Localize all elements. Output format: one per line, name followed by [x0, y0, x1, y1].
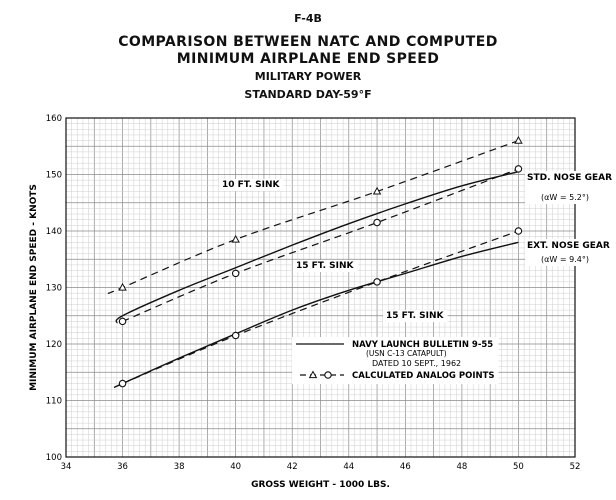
- annotation-10ft-sink: 10 FT. SINK: [219, 179, 284, 191]
- y-tick-label: 100: [46, 453, 62, 463]
- x-tick-label: 40: [230, 462, 241, 472]
- y-tick-label: 110: [46, 397, 62, 407]
- y-tick-label: 160: [46, 114, 62, 124]
- data-point-circle: [514, 227, 523, 235]
- data-series: [107, 135, 523, 389]
- legend-solid-label-2: (USN C-13 CATAPULT): [366, 349, 447, 358]
- x-tick-label: 44: [343, 462, 354, 472]
- annotation-std-nose-gear-angle: (αW = 5.2°): [541, 193, 589, 202]
- x-tick-label: 34: [61, 462, 72, 472]
- chart-title-line1: COMPARISON BETWEEN NATC AND COMPUTED: [118, 34, 498, 50]
- figure-number: F-4B: [294, 12, 322, 25]
- annotation-std-nose-gear-text: STD. NOSE GEAR: [527, 173, 612, 183]
- x-tick-label: 50: [513, 462, 524, 472]
- x-tick-label: 46: [400, 462, 411, 472]
- annotation-10ft-sink-text: 10 FT. SINK: [222, 180, 280, 190]
- chart-subtitle-day: STANDARD DAY-59°F: [244, 88, 372, 101]
- data-point-triangle: [372, 186, 382, 195]
- y-tick-label: 140: [46, 227, 62, 237]
- series-line-std_sink15: [122, 168, 519, 322]
- data-point-triangle: [514, 135, 523, 144]
- data-point-triangle: [231, 234, 240, 243]
- x-tick-label: 36: [117, 462, 128, 472]
- x-tick-label: 52: [570, 462, 581, 472]
- data-point-circle: [231, 269, 240, 278]
- legend-circle-marker: [324, 371, 332, 379]
- x-axis-label: GROSS WEIGHT - 1000 LBS.: [251, 480, 390, 490]
- legend-solid-label-1: NAVY LAUNCH BULLETIN 9-55: [352, 340, 493, 350]
- x-tick-label: 42: [287, 462, 298, 472]
- chart-subtitle-power: MILITARY POWER: [254, 70, 362, 83]
- x-tick-label: 38: [174, 462, 185, 472]
- legend-markers: [308, 370, 332, 379]
- chart-title-line2: MINIMUM AIRPLANE END SPEED: [176, 51, 440, 67]
- y-tick-label: 130: [46, 284, 62, 294]
- annotation-ext-nose-gear-text: EXT. NOSE GEAR: [527, 241, 610, 251]
- data-point-circle: [118, 317, 127, 326]
- annotation-ext-nose-gear: EXT. NOSE GEAR (αW = 9.4°): [525, 239, 612, 266]
- annotation-std-nose-gear: STD. NOSE GEAR (αW = 5.2°): [525, 171, 615, 204]
- legend: NAVY LAUNCH BULLETIN 9-55 (USN C-13 CATA…: [292, 337, 499, 384]
- data-point-circle: [373, 218, 381, 227]
- x-tick-label: 48: [456, 462, 467, 472]
- plot-grid: [65, 117, 576, 458]
- annotation-15ft-sink-lower-text: 15 FT. SINK: [386, 311, 444, 321]
- annotation-15ft-sink-upper: 15 FT. SINK: [293, 260, 358, 272]
- y-tick-label: 150: [46, 171, 62, 181]
- series-line-std_natc: [115, 170, 519, 324]
- plot-frame: [65, 117, 576, 458]
- y-axis-label: MINIMUM AIRPLANE END SPEED - KNOTS: [29, 184, 39, 391]
- y-tick-label: 120: [46, 340, 62, 350]
- data-point-triangle: [118, 282, 127, 291]
- series-line-ext_sink15: [122, 230, 519, 385]
- annotation-15ft-sink-lower: 15 FT. SINK: [383, 310, 448, 322]
- axis-ticks: 34 36 38 40 42 44 46 48 50 52 100 110 120 130 140 150 16…: [46, 114, 581, 472]
- legend-triangle-marker: [308, 370, 318, 379]
- annotation-ext-nose-gear-angle: (αW = 9.4°): [541, 255, 589, 264]
- data-point-circle: [514, 165, 523, 173]
- legend-solid-label-3: DATED 10 SEPT., 1962: [372, 359, 461, 368]
- data-point-circle: [118, 379, 127, 388]
- data-point-circle: [373, 278, 381, 286]
- data-point-circle: [231, 331, 240, 340]
- legend-dashed-label: CALCULATED ANALOG POINTS: [352, 371, 495, 381]
- annotation-15ft-sink-upper-text: 15 FT. SINK: [296, 261, 354, 271]
